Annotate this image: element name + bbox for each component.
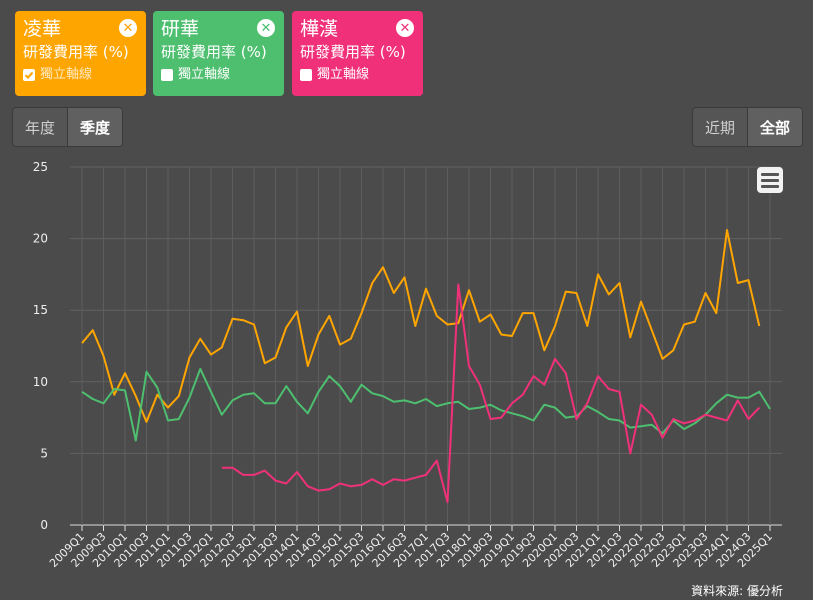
independent-axis-toggle[interactable]: 獨立軸線 (300, 66, 415, 84)
metric-label: 研發費用率 (%) (300, 43, 406, 61)
metric-label: 研發費用率 (%) (161, 43, 267, 61)
close-icon[interactable]: ✕ (396, 19, 414, 37)
check-icon (24, 71, 34, 80)
tab-quarter[interactable]: 季度 (67, 108, 123, 146)
checkbox[interactable] (23, 69, 35, 81)
option-label: 獨立軸線 (178, 67, 231, 82)
chart-menu-icon[interactable] (757, 167, 783, 193)
tab-all[interactable]: 全部 (747, 108, 803, 146)
y-tick-label: 5 (40, 446, 48, 460)
series-line-2 (81, 367, 771, 442)
tab-recent[interactable]: 近期 (693, 108, 748, 146)
series-line-3 (221, 283, 761, 504)
range-toggle: 近期 全部 (692, 107, 804, 147)
option-label: 獨立軸線 (317, 67, 370, 82)
independent-axis-toggle[interactable]: 獨立軸線 (23, 66, 138, 84)
source-credit: 資料來源: 優分析 (691, 584, 783, 598)
checkbox[interactable] (161, 69, 173, 81)
y-tick-label: 0 (40, 518, 48, 532)
y-tick-label: 20 (33, 232, 48, 246)
rd-expense-ratio-chart: 05101520252009Q12009Q32010Q12010Q32011Q1… (33, 160, 782, 570)
y-tick-label: 10 (33, 375, 48, 389)
period-toggle: 年度 季度 (12, 107, 124, 147)
checkbox[interactable] (300, 69, 312, 81)
company-name: 凌華 (23, 18, 62, 40)
independent-axis-toggle[interactable]: 獨立軸線 (161, 66, 276, 84)
legend-card-2[interactable]: 研華研發費用率 (%) 獨立軸線 ✕ (153, 11, 284, 96)
close-icon[interactable]: ✕ (257, 19, 275, 37)
tab-year[interactable]: 年度 (13, 108, 68, 146)
y-tick-label: 25 (33, 160, 48, 174)
legend-card-3[interactable]: 樺漢研發費用率 (%) 獨立軸線 ✕ (292, 11, 423, 96)
series-line-1 (81, 229, 761, 423)
metric-label: 研發費用率 (%) (23, 43, 129, 61)
company-name: 樺漢 (300, 18, 339, 40)
close-icon[interactable]: ✕ (119, 19, 137, 37)
company-name: 研華 (161, 18, 200, 40)
option-label: 獨立軸線 (40, 67, 93, 82)
legend-card-1[interactable]: 凌華研發費用率 (%) 獨立軸線 ✕ (15, 11, 146, 96)
y-tick-label: 15 (33, 303, 48, 317)
